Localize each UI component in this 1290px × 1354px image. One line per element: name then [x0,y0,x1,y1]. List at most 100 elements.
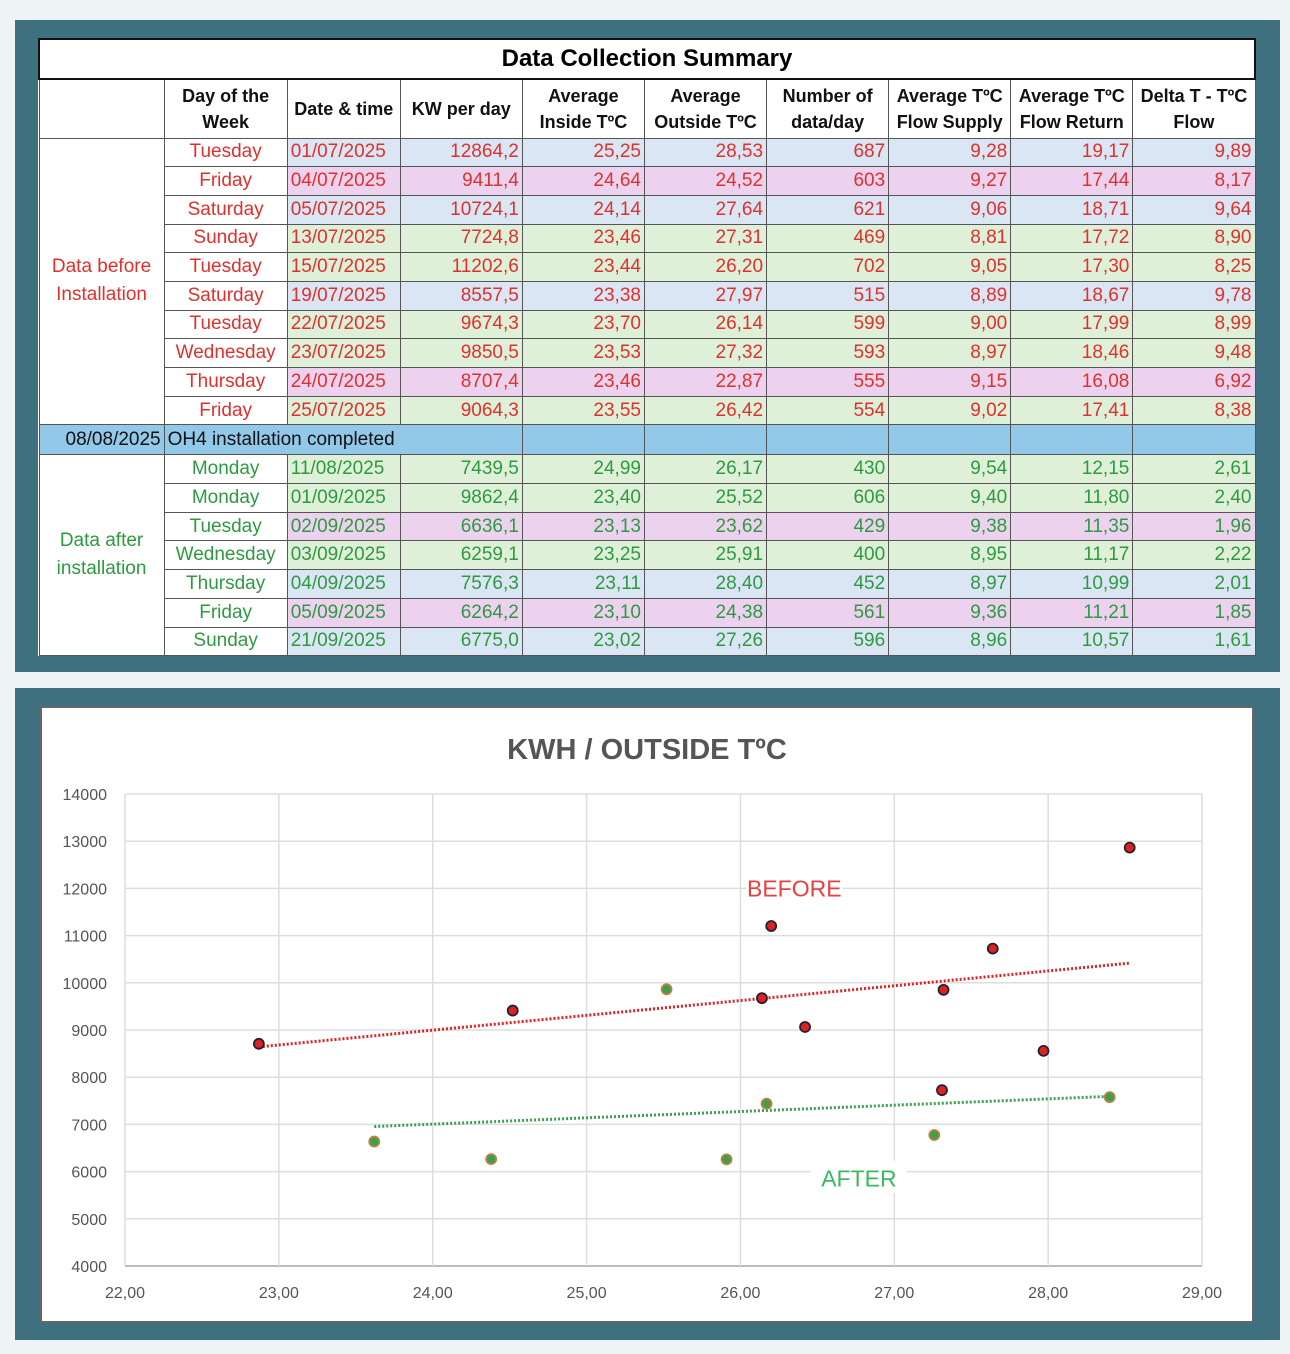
table-row: Friday 25/07/2025 9064,3 23,55 26,42 554 9,02 1… [39,395,1256,426]
date-cell: 22/07/2025 [286,309,401,340]
delta-t-cell: 8,38 [1132,395,1256,426]
inside-temp-cell: 24,14 [521,194,645,225]
outside-temp-cell: 27,97 [643,280,768,311]
table-title: Data Collection Summary [38,38,1256,80]
kw-cell: 6775,0 [399,626,523,657]
delta-t-cell: 2,22 [1132,540,1256,571]
x-tick-label: 24,00 [413,1285,453,1302]
after-data-point [760,1097,773,1110]
date-cell: 25/07/2025 [286,395,401,426]
scatter-chart: KWH / OUTSIDE TºC 4000 5000 6000 7000 8000 90… [63,734,1223,1302]
column-header: KW per day [399,78,523,139]
delta-t-cell: 9,78 [1132,280,1256,311]
day-cell: Sunday [163,626,288,657]
before-series-label: BEFORE [747,875,842,901]
count-cell: 599 [766,309,890,340]
after-trendline [374,1094,1110,1129]
inside-temp-cell: 23,40 [521,483,645,513]
after-group-label: Data after installation [38,454,165,657]
date-cell: 04/07/2025 [286,166,401,196]
flow-return-cell: 18,67 [1010,280,1134,311]
label-background [810,1160,907,1193]
table-row: Thursday 04/09/2025 7576,3 23,11 28,40 452 8,9… [39,569,1256,599]
count-cell: 452 [766,569,890,599]
count-cell: 593 [766,338,890,368]
outside-temp-cell: 27,32 [643,338,768,368]
kw-cell: 9862,4 [399,483,523,513]
flow-return-cell: 17,41 [1010,395,1134,426]
inside-temp-cell: 23,02 [521,626,645,657]
date-cell: 11/08/2025 [286,454,401,485]
kw-cell: 9674,3 [399,309,523,340]
flow-return-cell: 11,35 [1010,511,1134,542]
inside-temp-cell: 23,55 [521,395,645,426]
flow-return-cell: 11,80 [1010,483,1134,513]
date-cell: 01/09/2025 [286,483,401,513]
inside-temp-cell: 23,25 [521,540,645,571]
table-row: Tuesday 02/09/2025 6636,1 23,13 23,62 429 9,38… [39,511,1256,542]
after-data-point [720,1153,733,1166]
kw-cell: 6636,1 [399,511,523,542]
before-data-point [986,942,999,955]
date-cell: 03/09/2025 [286,540,401,571]
y-tick-label: 8000 [71,1070,107,1087]
kw-cell: 6264,2 [399,597,523,628]
inside-temp-cell: 23,44 [521,252,645,282]
day-cell: Tuesday [163,309,288,340]
table-row: Sunday 13/07/2025 7724,8 23,46 27,31 469 8,81 1… [39,223,1256,254]
delta-t-cell: 8,17 [1132,166,1256,196]
flow-supply-cell: 9,05 [888,252,1012,282]
flow-supply-cell: 9,36 [888,597,1012,628]
delta-t-cell: 1,85 [1132,597,1256,628]
y-tick-label: 12000 [63,881,108,898]
column-header: Average TºC Flow Return [1010,78,1134,139]
day-cell: Wednesday [163,338,288,368]
kw-cell: 11202,6 [399,252,523,282]
count-cell: 515 [766,280,890,311]
count-cell: 469 [766,223,890,254]
outside-temp-cell: 28,53 [643,137,768,168]
flow-return-cell: 11,17 [1010,540,1134,571]
before-data-point [1123,841,1136,854]
kw-cell: 7724,8 [399,223,523,254]
chart-title: KWH / OUTSIDE TºC [507,734,787,766]
flow-supply-cell: 8,89 [888,280,1012,311]
kw-cell: 12864,2 [399,137,523,168]
after-series-label: AFTER [821,1166,896,1192]
day-cell: Friday [163,597,288,628]
column-header: Date & time [286,78,401,139]
delta-t-cell: 8,99 [1132,309,1256,340]
flow-return-cell: 17,99 [1010,309,1134,340]
inside-temp-cell: 23,70 [521,309,645,340]
y-tick-label: 10000 [63,976,108,993]
x-tick-label: 25,00 [567,1285,607,1302]
delta-t-cell: 9,89 [1132,137,1256,168]
after-data-point [660,983,673,996]
after-data-point [928,1129,941,1141]
before-trendline [258,961,1130,1049]
inside-temp-cell: 23,38 [521,280,645,311]
delta-t-cell: 9,48 [1132,338,1256,368]
table-row: Tuesday 15/07/2025 11202,6 23,44 26,20 702 9,0… [39,252,1256,282]
outside-temp-cell: 26,17 [643,454,768,485]
outside-temp-cell: 25,52 [643,483,768,513]
flow-return-cell: 18,46 [1010,338,1134,368]
table-row: Data before Installation Tuesday 01/07/202… [38,137,1256,426]
date-cell: 24/07/2025 [286,367,401,397]
date-cell: 05/09/2025 [286,597,401,628]
day-cell: Thursday [163,367,288,397]
outside-temp-cell: 23,62 [643,511,768,542]
installation-banner-row: 08/08/2025 OH4 installation completed [38,424,1256,456]
flow-supply-cell: 8,81 [888,223,1012,254]
flow-supply-cell: 9,40 [888,483,1012,513]
kw-cell: 9411,4 [399,166,523,196]
x-tick-label: 29,00 [1182,1285,1222,1302]
y-tick-label: 14000 [63,787,108,804]
delta-t-cell: 8,25 [1132,252,1256,282]
flow-return-cell: 17,44 [1010,166,1134,196]
flow-supply-cell: 8,95 [888,540,1012,571]
table-row: Wednesday 03/09/2025 6259,1 23,25 25,91 400 8,… [39,540,1256,571]
outside-temp-cell: 25,91 [643,540,768,571]
after-data-point [368,1135,381,1148]
outside-temp-cell: 28,40 [643,569,768,599]
